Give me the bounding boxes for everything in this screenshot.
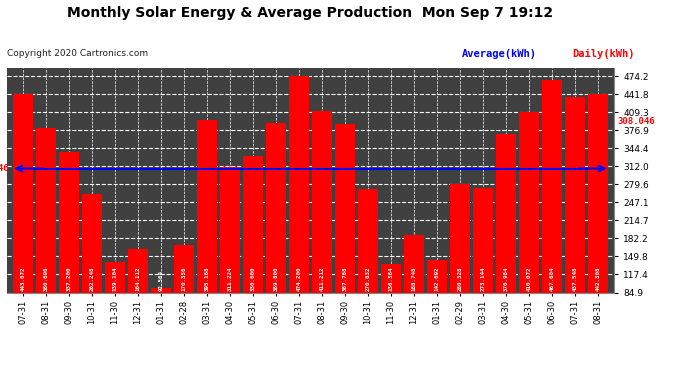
Text: 280.328: 280.328 <box>457 267 462 291</box>
Bar <box>82 194 102 340</box>
Bar <box>106 262 125 340</box>
Text: 136.384: 136.384 <box>388 267 393 291</box>
Text: 139.104: 139.104 <box>112 267 117 291</box>
Bar <box>175 245 194 340</box>
Bar <box>312 111 332 340</box>
Text: 437.548: 437.548 <box>573 267 578 291</box>
Bar <box>197 120 217 340</box>
Bar <box>473 188 493 340</box>
Text: 442.308: 442.308 <box>595 267 600 291</box>
Text: 270.632: 270.632 <box>366 267 371 291</box>
Bar <box>335 124 355 340</box>
Bar <box>59 152 79 340</box>
Text: 308.046: 308.046 <box>618 117 656 126</box>
Text: 387.788: 387.788 <box>342 267 348 291</box>
Text: 273.144: 273.144 <box>480 267 486 291</box>
Bar <box>244 156 263 340</box>
Text: 164.112: 164.112 <box>135 267 141 291</box>
Text: 92.564: 92.564 <box>159 270 164 291</box>
Text: Monthly Solar Energy & Average Production  Mon Sep 7 19:12: Monthly Solar Energy & Average Productio… <box>68 6 553 20</box>
Bar <box>588 94 608 340</box>
Text: 395.168: 395.168 <box>204 267 210 291</box>
Bar <box>404 235 424 340</box>
Bar <box>13 94 33 340</box>
Bar <box>358 189 378 340</box>
Bar <box>451 184 470 340</box>
Text: 142.692: 142.692 <box>435 267 440 291</box>
Text: 308.046: 308.046 <box>0 164 9 173</box>
Bar <box>565 97 585 340</box>
Bar <box>381 264 401 340</box>
Text: 380.696: 380.696 <box>43 267 48 291</box>
Bar <box>37 128 56 340</box>
Text: Copyright 2020 Cartronics.com: Copyright 2020 Cartronics.com <box>7 49 148 58</box>
Text: 411.212: 411.212 <box>319 267 324 291</box>
Bar <box>151 288 171 340</box>
Bar <box>128 249 148 340</box>
Text: Average(kWh): Average(kWh) <box>462 49 538 59</box>
Text: 443.072: 443.072 <box>21 267 26 291</box>
Bar <box>289 76 309 340</box>
Text: 311.224: 311.224 <box>228 267 233 291</box>
Bar <box>427 260 447 340</box>
Text: 188.748: 188.748 <box>411 267 417 291</box>
Bar <box>220 167 240 340</box>
Text: 467.604: 467.604 <box>549 267 555 291</box>
Bar <box>496 134 516 340</box>
Text: 474.200: 474.200 <box>297 267 302 291</box>
Text: Daily(kWh): Daily(kWh) <box>573 49 635 59</box>
Text: 330.000: 330.000 <box>250 267 255 291</box>
Text: 262.248: 262.248 <box>90 267 95 291</box>
Text: 370.984: 370.984 <box>504 267 509 291</box>
Text: 337.200: 337.200 <box>66 267 72 291</box>
Text: 410.072: 410.072 <box>526 267 531 291</box>
Bar <box>266 123 286 340</box>
Text: 389.800: 389.800 <box>273 267 279 291</box>
Bar <box>542 80 562 340</box>
Bar <box>520 112 539 340</box>
Text: 170.356: 170.356 <box>181 267 186 291</box>
